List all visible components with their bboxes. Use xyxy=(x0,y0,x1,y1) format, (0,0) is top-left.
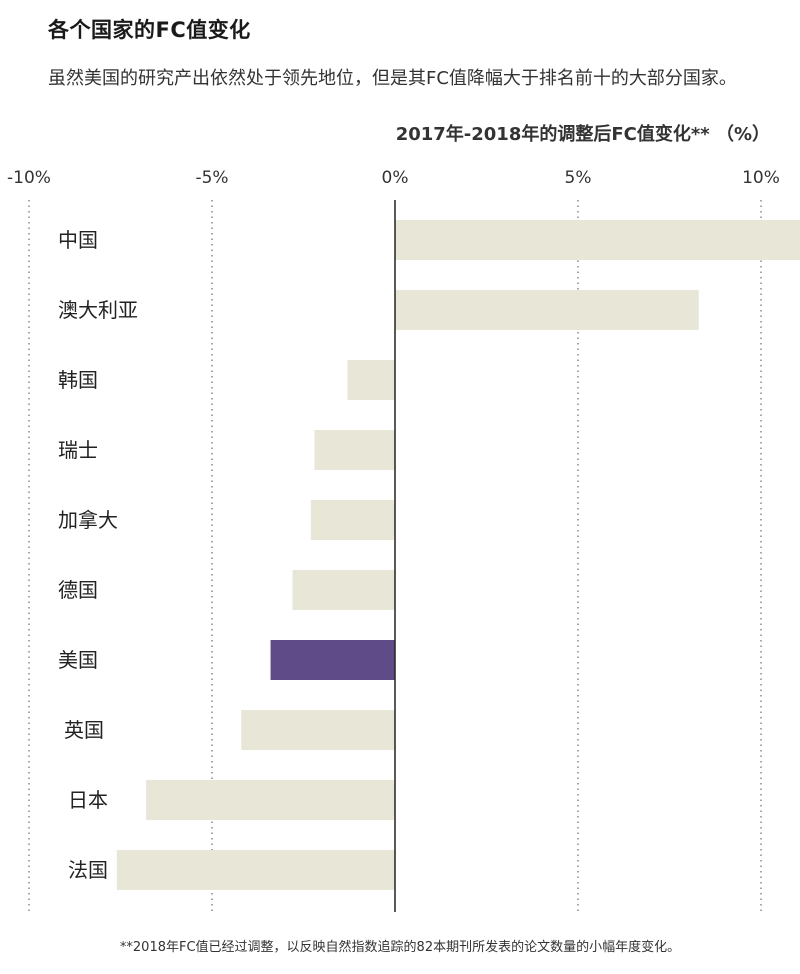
category-label: 中国 xyxy=(58,228,98,252)
bar xyxy=(395,220,800,260)
chart-heading: 2017年-2018年的调整后FC值变化** （%） xyxy=(395,124,770,145)
chart-subtitle: 虽然美国的研究产出依然处于领先地位，但是其FC值降幅大于排名前十的大部分国家。 xyxy=(48,68,737,89)
footnote: **2018年FC值已经过调整，以反映自然指数追踪的82本期刊所发表的论文数量的… xyxy=(119,940,681,955)
category-label: 法国 xyxy=(68,858,108,882)
bar xyxy=(310,500,395,540)
bar xyxy=(270,640,395,680)
category-label: 日本 xyxy=(68,788,108,812)
x-tick-label: 10% xyxy=(742,168,780,188)
category-label: 瑞士 xyxy=(58,438,98,462)
bar xyxy=(292,570,395,610)
category-label: 澳大利亚 xyxy=(58,298,138,322)
category-label: 英国 xyxy=(64,718,104,742)
chart-title: 各个国家的FC值变化 xyxy=(48,18,251,42)
bar xyxy=(241,710,395,750)
bar xyxy=(347,360,395,400)
x-tick-label: 5% xyxy=(565,168,592,188)
bar xyxy=(395,290,699,330)
x-tick-label: -5% xyxy=(195,168,228,188)
bar xyxy=(314,430,395,470)
bar xyxy=(146,780,395,820)
category-label: 德国 xyxy=(58,578,98,602)
x-tick-label: 0% xyxy=(382,168,409,188)
category-label: 加拿大 xyxy=(58,508,118,532)
bar xyxy=(116,850,395,890)
category-label: 韩国 xyxy=(58,368,98,392)
x-tick-label: -10% xyxy=(7,168,51,188)
category-label: 美国 xyxy=(58,648,98,672)
